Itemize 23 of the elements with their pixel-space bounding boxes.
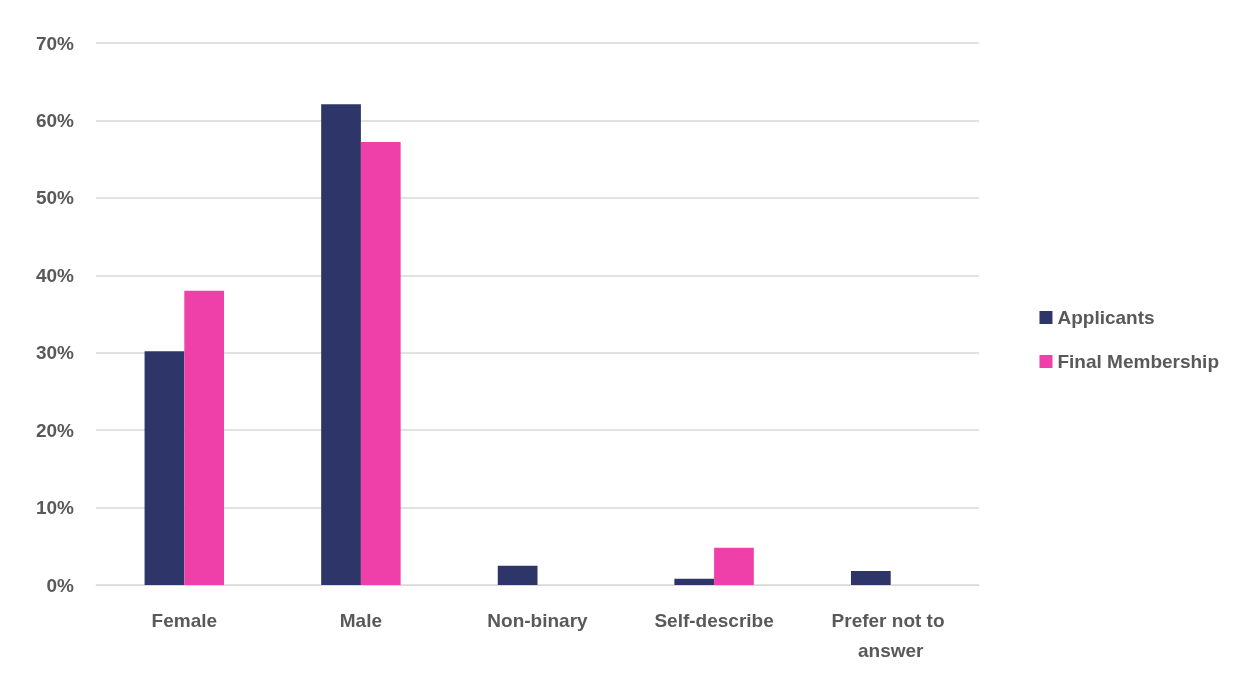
- legend-label: Final Membership: [1057, 351, 1219, 372]
- y-tick-label: 40%: [35, 264, 75, 286]
- y-tick-label: 70%: [35, 32, 75, 54]
- bar: [714, 547, 754, 585]
- x-tick-label: Female: [151, 609, 218, 631]
- bar: [360, 142, 401, 585]
- bar: [497, 565, 538, 585]
- x-tick-label: Non-binary: [487, 609, 589, 631]
- legend-label: Applicants: [1057, 307, 1155, 328]
- x-tick-label: Male: [339, 609, 383, 631]
- y-tick-label: 20%: [35, 419, 75, 441]
- bar: [674, 578, 715, 585]
- y-tick-label: 10%: [35, 497, 75, 519]
- y-tick-label: 60%: [35, 109, 75, 131]
- x-tick-label: Self-describe: [654, 609, 774, 631]
- y-tick-label: 30%: [35, 342, 75, 364]
- x-tick-label: Prefer not to answer: [831, 609, 950, 661]
- y-tick-label: 0%: [46, 574, 75, 596]
- bar: [321, 104, 361, 585]
- bar: [850, 571, 891, 585]
- bar: [144, 351, 185, 585]
- y-tick-label: 50%: [35, 187, 75, 209]
- bar: [184, 290, 225, 585]
